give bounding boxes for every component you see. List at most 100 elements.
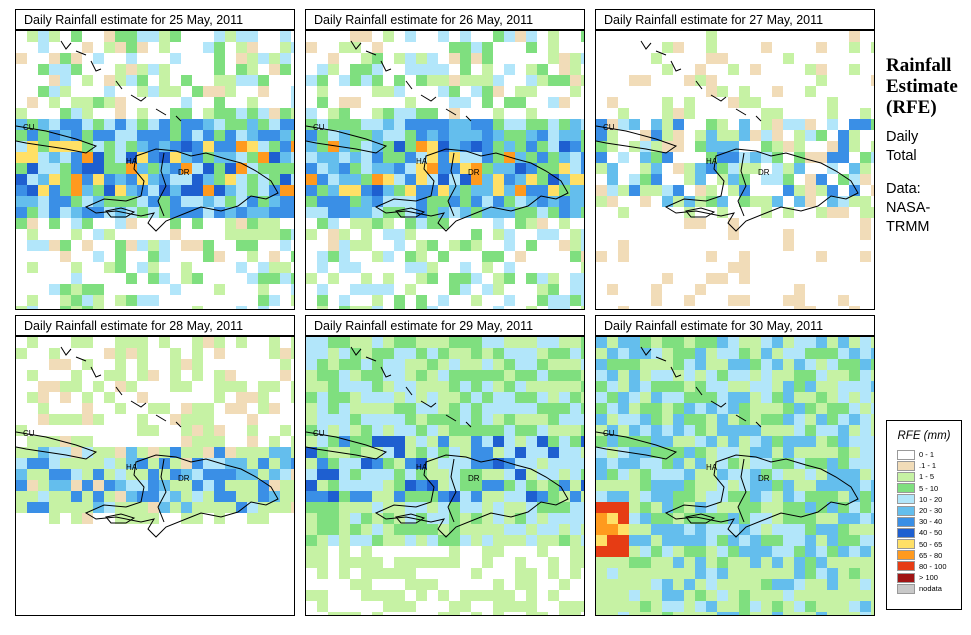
legend-label: 40 - 50 <box>919 528 943 538</box>
rainfall-cell <box>71 295 82 306</box>
rainfall-cell <box>60 240 71 251</box>
rainfall-cell <box>761 119 772 130</box>
rainfall-cell <box>706 590 717 601</box>
rainfall-cell <box>651 392 662 403</box>
rainfall-cell <box>372 141 383 152</box>
rainfall-cell <box>772 392 783 403</box>
rainfall-cell <box>838 425 849 436</box>
rainfall-cell <box>449 174 460 185</box>
rainfall-cell <box>438 480 449 491</box>
rainfall-cell <box>493 590 504 601</box>
rainfall-cell <box>629 447 640 458</box>
rainfall-cell <box>60 491 71 502</box>
rainfall-cell <box>493 348 504 359</box>
rainfall-cell <box>328 53 339 64</box>
rainfall-cell <box>471 42 482 53</box>
rainfall-cell <box>651 348 662 359</box>
rainfall-cell <box>306 130 317 141</box>
rainfall-cell <box>159 469 170 480</box>
rainfall-cell <box>471 436 482 447</box>
rainfall-cell <box>192 152 203 163</box>
rainfall-cell <box>838 502 849 513</box>
rainfall-cell <box>750 337 761 348</box>
rainfall-cell <box>493 337 504 348</box>
rainfall-cell <box>860 502 871 513</box>
rainfall-cell <box>115 480 126 491</box>
rainfall-cell <box>482 284 493 295</box>
rainfall-cell <box>739 97 750 108</box>
rainfall-cell <box>695 392 706 403</box>
rainfall-cell <box>27 392 38 403</box>
rainfall-cell <box>159 337 170 348</box>
rainfall-cell <box>416 524 427 535</box>
rainfall-cell <box>60 306 71 309</box>
rainfall-map: CU HA DR <box>15 30 295 310</box>
rainfall-cell <box>16 53 27 64</box>
rainfall-cell <box>383 348 394 359</box>
rainfall-cell <box>772 370 783 381</box>
rainfall-cell <box>60 458 71 469</box>
rainfall-cell <box>170 491 181 502</box>
rainfall-cell <box>82 392 93 403</box>
rainfall-cell <box>427 163 438 174</box>
rainfall-cell <box>438 590 449 601</box>
rainfall-cell <box>49 53 60 64</box>
rainfall-cell <box>717 403 728 414</box>
rainfall-cell <box>618 403 629 414</box>
rainfall-cell <box>504 359 515 370</box>
rainfall-cell <box>60 86 71 97</box>
rainfall-cell <box>860 163 871 174</box>
rainfall-cell <box>405 601 416 612</box>
rainfall-cell <box>559 348 570 359</box>
rainfall-cell <box>493 130 504 141</box>
rainfall-cell <box>449 196 460 207</box>
rainfall-cell <box>449 502 460 513</box>
rainfall-cell <box>717 207 728 218</box>
rainfall-cell <box>526 513 537 524</box>
rainfall-cell <box>137 196 148 207</box>
rainfall-cell <box>739 196 750 207</box>
rainfall-cell <box>269 53 280 64</box>
rainfall-cell <box>706 557 717 568</box>
rainfall-cell <box>60 207 71 218</box>
rainfall-cell <box>805 348 816 359</box>
rainfall-cell <box>181 174 192 185</box>
rainfall-cell <box>581 273 584 284</box>
rainfall-cell <box>225 130 236 141</box>
rainfall-cell <box>449 53 460 64</box>
rainfall-cell <box>214 42 225 53</box>
rainfall-cell <box>416 348 427 359</box>
rainfall-cell <box>750 502 761 513</box>
rainfall-cell <box>49 447 60 458</box>
rainfall-cell <box>115 108 126 119</box>
rainfall-cell <box>93 174 104 185</box>
rainfall-cell <box>471 535 482 546</box>
rainfall-cell <box>427 53 438 64</box>
rainfall-cell <box>317 469 328 480</box>
rainfall-cell <box>416 359 427 370</box>
rainfall-cell <box>607 590 618 601</box>
rainfall-cell <box>504 240 515 251</box>
rainfall-cell <box>581 381 584 392</box>
rainfall-cell <box>71 207 82 218</box>
rainfall-cell <box>449 480 460 491</box>
rainfall-cell <box>783 392 794 403</box>
rainfall-cell <box>317 458 328 469</box>
rainfall-cell <box>71 480 82 491</box>
rainfall-cell <box>570 612 581 615</box>
rainfall-cell <box>860 557 871 568</box>
rainfall-cell <box>750 359 761 370</box>
rainfall-cell <box>640 447 651 458</box>
rainfall-cell <box>38 447 49 458</box>
rainfall-cell <box>761 42 772 53</box>
rainfall-cell <box>203 86 214 97</box>
rainfall-cell <box>350 403 361 414</box>
rainfall-cell <box>438 130 449 141</box>
rainfall-cell <box>339 359 350 370</box>
rainfall-cell <box>449 348 460 359</box>
country-label: CU <box>603 123 615 132</box>
rainfall-cell <box>82 174 93 185</box>
rainfall-cell <box>181 480 192 491</box>
rainfall-cell <box>192 458 203 469</box>
rainfall-cell <box>427 337 438 348</box>
